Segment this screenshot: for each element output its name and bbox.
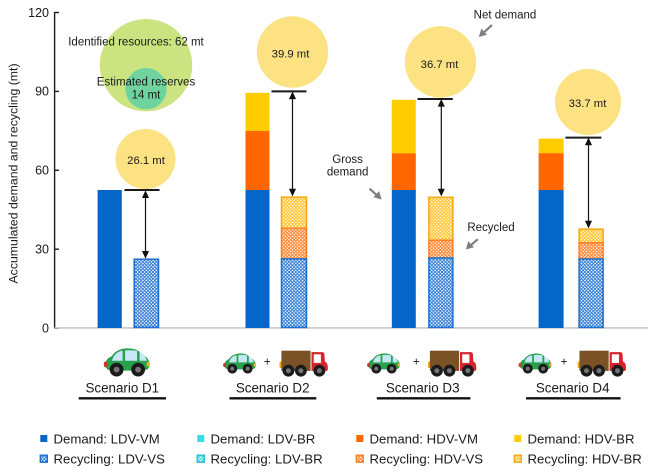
svg-text:0: 0 (42, 322, 49, 336)
svg-text:Scenario D1: Scenario D1 (85, 380, 159, 395)
svg-text:30: 30 (35, 243, 49, 257)
svg-text:demand: demand (327, 166, 369, 178)
svg-text:33.7 mt: 33.7 mt (569, 98, 608, 110)
svg-text:Recycled: Recycled (467, 222, 514, 234)
svg-text:+: + (413, 355, 420, 369)
svg-text:Recycling: HDV-VS: Recycling: HDV-VS (370, 452, 484, 467)
svg-text:90: 90 (35, 85, 49, 99)
svg-text:Identified resources: 62 mt: Identified resources: 62 mt (68, 37, 204, 49)
svg-text:14 mt: 14 mt (132, 89, 162, 101)
svg-text:Scenario D4: Scenario D4 (536, 380, 610, 395)
svg-text:+: + (560, 355, 567, 369)
svg-text:Recycling: LDV-BR: Recycling: LDV-BR (211, 452, 323, 467)
svg-text:36.7 mt: 36.7 mt (421, 59, 460, 71)
svg-text:60: 60 (35, 164, 49, 178)
svg-text:Demand: LDV-VM: Demand: LDV-VM (54, 431, 160, 446)
svg-text:Demand: HDV-BR: Demand: HDV-BR (528, 431, 635, 446)
svg-text:Demand: HDV-VM: Demand: HDV-VM (370, 431, 478, 446)
svg-text:120: 120 (28, 6, 49, 20)
svg-text:+: + (264, 355, 271, 369)
svg-text:Net demand: Net demand (474, 10, 537, 22)
svg-text:Recycling: LDV-VS: Recycling: LDV-VS (54, 452, 166, 467)
svg-text:Gross: Gross (332, 154, 363, 166)
svg-text:Scenario D3: Scenario D3 (386, 380, 460, 395)
svg-text:Accumulated demand and recycli: Accumulated demand and recycling (mt) (7, 63, 21, 283)
svg-text:Estimated reserves: Estimated reserves (97, 76, 196, 88)
svg-text:26.1 mt: 26.1 mt (127, 155, 166, 167)
svg-text:Scenario D2: Scenario D2 (236, 380, 310, 395)
svg-text:39.9 mt: 39.9 mt (272, 49, 311, 61)
svg-text:Demand: LDV-BR: Demand: LDV-BR (211, 431, 316, 446)
svg-text:Recycling: HDV-BR: Recycling: HDV-BR (528, 452, 642, 467)
